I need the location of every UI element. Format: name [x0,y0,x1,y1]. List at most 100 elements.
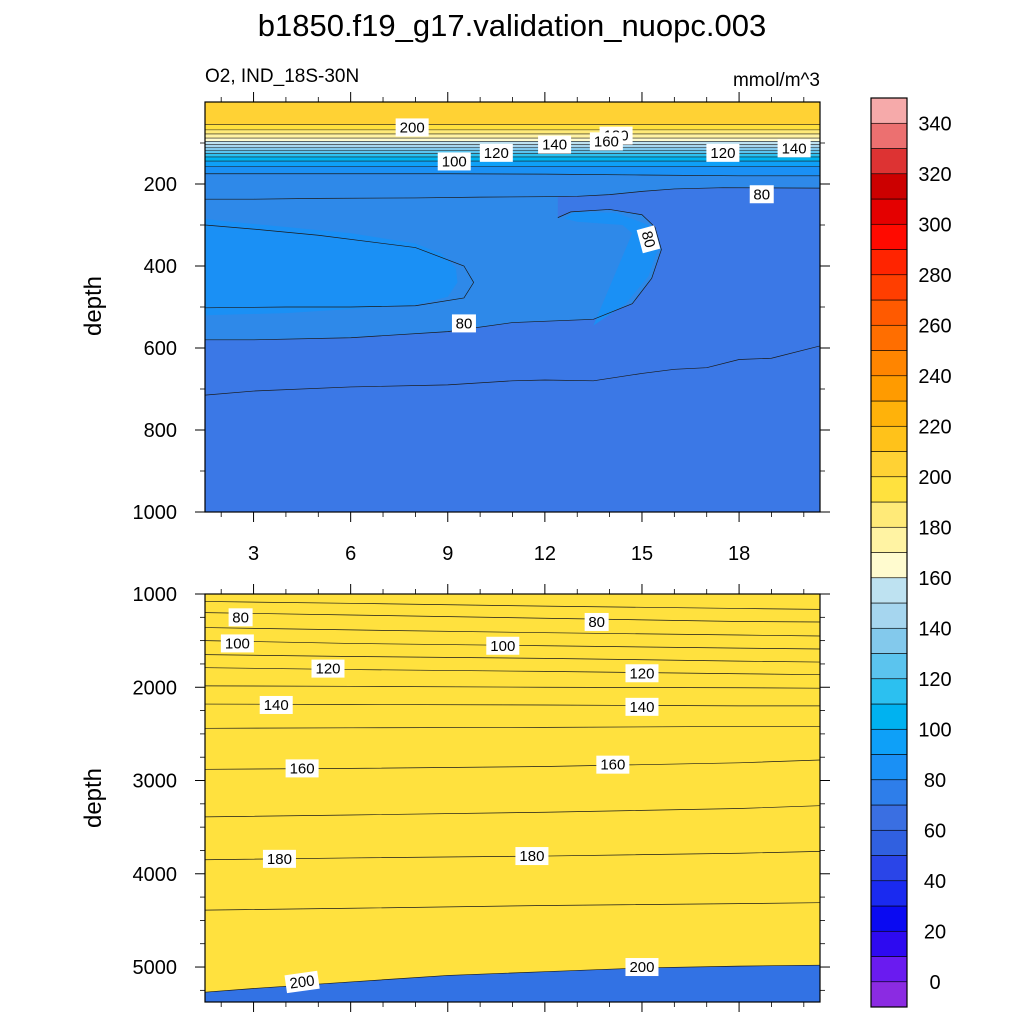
contour-line-170 [205,805,820,818]
contour-line-80 [205,612,820,623]
contour-label-10: 80 [451,314,476,333]
contour-label-3: 140 [538,135,572,154]
colorbar-swatch [870,223,908,250]
contour-line-120 [205,667,820,676]
colorbar-tick-label: 220 [918,416,951,438]
colorbar-tick-label: 0 [929,972,940,994]
lower-panel: depth 80 80 100 100 120 120 140 140 160 160 180 180… [80,584,830,1012]
contour-label-12: 200 [284,970,320,994]
contour-line-80 [205,187,820,200]
contour-label-4: 120 [479,143,513,162]
contour-line-80 [205,209,662,341]
lower-axes: 1000 2000 3000 4000 5000 [133,584,830,1012]
colorbar-tick-label: 200 [918,467,951,489]
contour-label-box [636,225,661,254]
contour-label-box [262,849,296,868]
contour-label-box [515,847,549,866]
colorbar-swatch [870,779,908,806]
colorbar-tick-label: 100 [918,719,951,741]
colorbar-swatch [870,249,908,276]
colorbar-swatch [870,602,908,629]
lower-y-axis-label: depth [80,768,107,828]
colorbar-swatch [870,350,908,377]
contour-line-110 [205,654,820,663]
colorbar-swatch [870,526,908,553]
contour-line-130 [205,685,820,689]
contour-label-text: 80 [753,186,770,203]
contour-label-box [220,634,254,653]
colorbar-tick-label: 60 [924,820,946,842]
lower-contour-labels: 80 80 100 100 120 120 140 140 160 160 180 180 200 200 [220,608,659,994]
contour-label-4: 120 [311,659,345,678]
colorbar-tick-label: 340 [918,113,951,135]
upper-contour-lines [205,124,820,396]
band-fill-200 [205,594,820,993]
contour-label-box [284,970,320,994]
colorbar-tick-label: 240 [918,366,951,388]
contour-line-190 [205,902,820,911]
colorbar-swatch [870,880,908,907]
contour-label-2: 100 [220,634,254,653]
colorbar-swatch [870,299,908,326]
contour-label-3: 100 [486,636,520,655]
contour-label-text: 160 [594,133,619,150]
contour-line-140 [205,703,820,707]
contour-line-70 [205,345,820,396]
contour-label-text: 140 [782,140,807,157]
colorbar-tick-label: 20 [924,921,946,943]
y-tick-label: 600 [144,338,177,360]
y-tick-label: 5000 [133,957,178,979]
figure-title: b1850.f19_g17.validation_nuopc.003 [258,8,767,43]
contour-label-box [311,659,345,678]
colorbar-swatch [870,627,908,654]
x-tick-label: 6 [345,543,356,565]
contour-label-0: 200 [395,118,429,137]
contour-line-100 [205,640,820,650]
contour-label-text: 80 [638,229,659,250]
colorbar-swatch [870,122,908,149]
colorbar-frame [870,97,908,1008]
colorbar: 0 20 40 60 80 100 120 140 160 180 200 220 240 260 280 3… [870,97,952,1008]
contour-label-text: 160 [600,757,625,774]
contour-label-box [486,636,520,655]
contour-label-box [596,755,630,774]
contour-label-9: 80 [636,225,661,254]
contour-label-box [479,143,513,162]
contour-line-90 [205,173,820,177]
contour-label-box [625,958,659,977]
contour-label-box [706,143,740,162]
upper-right-label: mmol/m^3 [733,70,820,91]
contour-label-10: 180 [262,849,296,868]
y-tick-label: 200 [144,174,177,196]
y-tick-label: 4000 [133,864,178,886]
contour-label-5: 100 [437,152,471,171]
x-tick-label: 9 [442,543,453,565]
colorbar-tick-label: 40 [924,871,946,893]
contour-label-5: 120 [625,664,659,683]
contour-label-box [625,664,659,683]
colorbar-swatch [870,678,908,705]
colorbar-tick-label: 120 [918,669,951,691]
contour-line-150 [205,726,820,729]
contour-label-box [625,697,659,716]
colorbar-swatch [870,400,908,427]
contour-label-text: 180 [267,851,292,868]
colorbar-swatch [870,855,908,882]
contour-label-text: 120 [629,665,654,682]
upper-plot-area: 200180160140120100120140808080 [205,102,820,512]
contour-label-6: 140 [259,695,293,714]
contour-label-text: 100 [442,153,467,170]
contour-label-text: 100 [225,635,250,652]
colorbar-swatch [870,451,908,478]
colorbar-swatch [870,956,908,983]
colorbar-swatch [870,173,908,200]
colorbar-swatch [870,703,908,730]
colorbar-swatch [870,728,908,755]
colorbar-tick-label: 140 [918,618,951,640]
upper-left-label: O2, IND_18S-30N [205,66,359,87]
upper-panel: O2, IND_18S-30N mmol/m^3 depth 200180160… [80,66,830,565]
lobe-fill-1 [564,211,659,326]
y-tick-label: 1000 [133,584,178,606]
y-tick-label: 400 [144,256,177,278]
